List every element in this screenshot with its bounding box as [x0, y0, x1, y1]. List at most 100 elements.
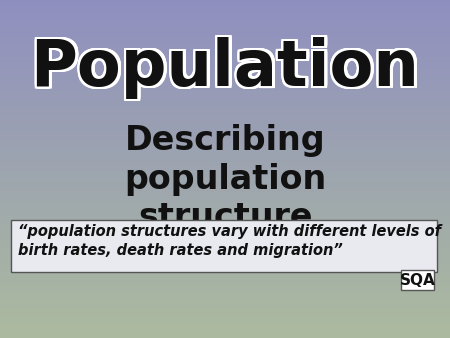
Bar — [0, 233, 450, 234]
Bar — [0, 302, 450, 303]
Bar — [0, 24, 450, 25]
Bar — [0, 301, 450, 302]
Bar — [0, 296, 450, 297]
Bar — [0, 89, 450, 90]
Bar — [0, 133, 450, 134]
Bar — [0, 175, 450, 176]
Bar — [0, 186, 450, 187]
Bar — [0, 58, 450, 60]
Bar — [0, 73, 450, 74]
Bar — [0, 269, 450, 270]
Bar — [0, 256, 450, 257]
Bar — [0, 261, 450, 263]
Bar — [0, 203, 450, 204]
Bar — [0, 108, 450, 109]
Bar — [0, 224, 450, 225]
Bar — [0, 18, 450, 19]
Bar — [0, 94, 450, 95]
Bar — [0, 169, 450, 170]
Bar — [0, 17, 450, 18]
Text: Population: Population — [33, 37, 422, 99]
Bar — [0, 281, 450, 282]
Bar — [0, 113, 450, 114]
Bar — [0, 219, 450, 220]
Bar — [0, 284, 450, 285]
Bar — [0, 122, 450, 123]
Bar — [0, 214, 450, 215]
Bar — [0, 304, 450, 305]
Text: Population: Population — [32, 37, 420, 99]
Bar — [0, 36, 450, 37]
Bar — [0, 290, 450, 291]
Bar — [0, 328, 450, 329]
Bar — [0, 69, 450, 70]
Bar — [0, 251, 450, 252]
Bar — [0, 215, 450, 216]
Text: Population: Population — [32, 37, 421, 99]
Bar — [0, 322, 450, 323]
Bar — [0, 327, 450, 328]
Bar — [0, 33, 450, 34]
Bar — [0, 100, 450, 101]
Bar — [0, 223, 450, 224]
Bar — [0, 135, 450, 136]
Bar — [0, 80, 450, 81]
Bar — [0, 192, 450, 193]
Bar — [0, 134, 450, 135]
Bar — [0, 288, 450, 290]
Bar — [0, 197, 450, 198]
Bar — [0, 260, 450, 261]
Bar — [0, 221, 450, 222]
Bar — [0, 204, 450, 205]
Bar — [0, 200, 450, 202]
Bar — [0, 25, 450, 26]
Text: Population: Population — [30, 36, 419, 98]
Bar — [0, 172, 450, 173]
Bar — [0, 51, 450, 52]
Bar — [0, 70, 450, 71]
Bar — [0, 266, 450, 267]
Bar — [0, 332, 450, 334]
Text: Population: Population — [31, 36, 419, 98]
Bar — [0, 111, 450, 112]
Bar — [0, 123, 450, 124]
Text: Population: Population — [31, 39, 419, 101]
Bar — [0, 274, 450, 275]
Bar — [0, 61, 450, 62]
Bar — [0, 263, 450, 264]
Bar — [0, 83, 450, 84]
Bar — [0, 196, 450, 197]
Text: Population: Population — [31, 37, 419, 99]
Bar — [0, 104, 450, 105]
Bar — [0, 320, 450, 321]
Bar — [0, 11, 450, 13]
Text: Population: Population — [30, 37, 419, 99]
Bar — [0, 67, 450, 68]
Bar — [0, 146, 450, 148]
Bar — [0, 9, 450, 10]
Bar — [0, 37, 450, 38]
Text: Population: Population — [32, 37, 421, 99]
Bar — [0, 277, 450, 278]
Bar — [0, 1, 450, 2]
Bar — [0, 303, 450, 304]
Bar — [0, 207, 450, 209]
Bar — [0, 283, 450, 284]
Bar — [0, 13, 450, 14]
Bar — [0, 144, 450, 145]
Bar — [0, 8, 450, 9]
Bar — [0, 16, 450, 17]
Bar — [0, 325, 450, 327]
Text: Population: Population — [32, 35, 421, 97]
Bar — [0, 176, 450, 177]
Bar — [0, 60, 450, 61]
Bar — [0, 236, 450, 237]
Text: Population: Population — [32, 38, 421, 100]
Bar — [0, 210, 450, 211]
Text: Describing
population
structure: Describing population structure — [124, 124, 326, 234]
Bar — [0, 50, 450, 51]
Bar — [0, 114, 450, 115]
Bar — [0, 199, 450, 200]
Bar — [0, 254, 450, 255]
Bar — [0, 129, 450, 131]
